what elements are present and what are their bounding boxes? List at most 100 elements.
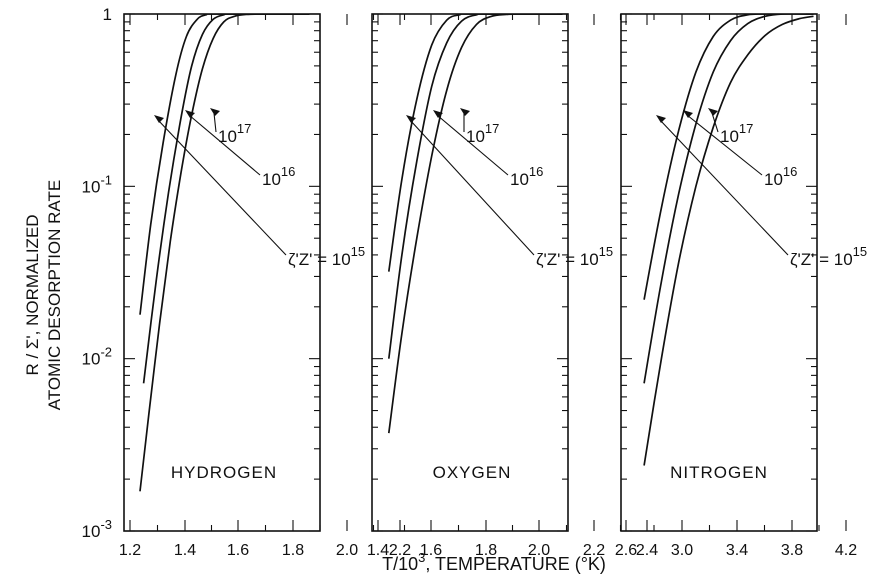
leader-line <box>188 114 261 176</box>
y-tick-label-base: 10 <box>82 350 101 369</box>
leader-line <box>686 114 763 176</box>
leader-line <box>711 112 719 133</box>
arrow-head <box>210 108 220 116</box>
series-label: ζ'Z' = 1015 <box>536 244 613 269</box>
arrow-head <box>406 115 416 123</box>
y-axis-label: R / Σ', NORMALIZED ATOMIC DESORPTION RAT… <box>23 180 64 410</box>
panel-nitrogen: 2.6 3.0 3.4 3.8 4.2ζ'Z' = 101510161017NITROG… <box>615 13 867 559</box>
series-line-15 <box>643 15 814 466</box>
series-line-15 <box>387 14 563 434</box>
panel-frame <box>620 13 818 532</box>
panel-frame <box>371 13 569 532</box>
x-axis-label-exponent: 3 <box>418 550 425 565</box>
series-label-base: ζ'Z' = 10 <box>536 250 599 269</box>
series-label: 1016 <box>764 164 797 189</box>
series-label-exponent: 17 <box>237 121 251 136</box>
leader-line <box>213 112 217 133</box>
series-label-base: 10 <box>764 170 783 189</box>
series-label-base: 10 <box>510 170 529 189</box>
leader-line <box>157 119 287 256</box>
series-line-16 <box>387 14 563 359</box>
arrow-head <box>708 108 718 116</box>
x-tick-label: 2.2 <box>583 542 605 559</box>
y-axis-label-line2: ATOMIC DESORPTION RATE <box>45 180 64 410</box>
series-label-base: 10 <box>218 127 237 146</box>
x-tick-label: 1.6 <box>420 542 442 559</box>
panel-label: OXYGEN <box>433 463 512 482</box>
series-label: 1016 <box>510 164 543 189</box>
series-label-exponent: 16 <box>281 164 295 179</box>
y-tick-label: 10-3 <box>82 517 112 541</box>
x-axis-label-prefix: T/10 <box>382 554 418 574</box>
x-tick-label: 2.6 <box>615 542 637 559</box>
series-label-exponent: 17 <box>739 121 753 136</box>
y-tick-label-base: 10 <box>82 177 101 196</box>
y-tick-label-text: 1 <box>103 5 112 24</box>
arrow-head <box>185 110 195 118</box>
series-label-exponent: 15 <box>351 244 365 259</box>
x-tick-label: 3.8 <box>781 542 803 559</box>
arrow-head <box>433 110 443 118</box>
series-label: ζ'Z' = 1015 <box>790 244 867 269</box>
series-label: 1016 <box>262 164 295 189</box>
x-tick-label: 1.8 <box>475 542 497 559</box>
x-tick-label: 2.2 <box>389 542 411 559</box>
series-label-exponent: 15 <box>599 244 613 259</box>
series-label-exponent: 15 <box>853 244 867 259</box>
series-line-17 <box>139 14 310 315</box>
series-label-base: ζ'Z' = 10 <box>288 250 351 269</box>
series-label-base: 10 <box>466 127 485 146</box>
x-tick-label: 2.0 <box>336 542 358 559</box>
arrow-head <box>683 110 693 118</box>
panel-oxygen: 1.4 1.6 1.8 2.0 2.2 2.4ζ'Z' = 101510161017OXY… <box>367 13 658 559</box>
y-tick-labels: 10-310-210-11 <box>82 5 112 541</box>
series-label: 1017 <box>466 121 499 146</box>
panel-hydrogen: 1.2 1.4 1.6 1.8 2.0 2.2ζ'Z' = 101510161017HYD… <box>119 13 411 559</box>
series-label-exponent: 16 <box>529 164 543 179</box>
x-tick-label: 4.2 <box>835 542 857 559</box>
series-line-17 <box>643 14 814 300</box>
series-line-16 <box>142 14 310 384</box>
series-label: 1017 <box>720 121 753 146</box>
series-label-exponent: 17 <box>485 121 499 136</box>
panel-label: NITROGEN <box>670 463 768 482</box>
panel-label: HYDROGEN <box>171 463 277 482</box>
series-line-16 <box>643 14 814 384</box>
series-label-exponent: 16 <box>783 164 797 179</box>
y-tick-label: 10-2 <box>82 345 112 369</box>
leader-line <box>436 114 509 176</box>
panel-frame <box>123 13 321 532</box>
arrow-head <box>656 115 666 123</box>
x-tick-label: 3.0 <box>671 542 693 559</box>
series-group <box>139 14 310 492</box>
arrow-head <box>154 115 164 123</box>
x-tick-label: 3.4 <box>726 542 748 559</box>
arrow-head <box>460 108 470 116</box>
panels: 1.2 1.4 1.6 1.8 2.0 2.2ζ'Z' = 101510161017HYD… <box>119 13 867 559</box>
x-axis-label: T/103, TEMPERATURE (°K) <box>382 550 606 574</box>
series-label-base: ζ'Z' = 10 <box>790 250 853 269</box>
x-tick-label: 1.4 <box>174 542 196 559</box>
series-line-17 <box>387 14 563 272</box>
y-tick-label-base: 10 <box>82 522 101 541</box>
series-label-base: 10 <box>262 170 281 189</box>
y-tick-label: 1 <box>103 5 112 24</box>
y-tick-label-exponent: -1 <box>100 172 112 187</box>
series-group <box>387 14 563 434</box>
series-group <box>643 14 814 466</box>
series-label-base: 10 <box>720 127 739 146</box>
y-tick-label: 10-1 <box>82 172 112 196</box>
x-tick-label: 1.4 <box>367 542 389 559</box>
x-tick-label: 1.2 <box>119 542 141 559</box>
x-tick-label: 2.0 <box>528 542 550 559</box>
x-tick-label: 1.8 <box>282 542 304 559</box>
leader-line <box>659 119 789 256</box>
series-label: 1017 <box>218 121 251 146</box>
x-tick-label: 2.4 <box>636 542 658 559</box>
y-tick-label-exponent: -3 <box>100 517 112 532</box>
series-label: ζ'Z' = 1015 <box>288 244 365 269</box>
x-tick-label: 1.6 <box>227 542 249 559</box>
x-axis-label-suffix: , TEMPERATURE (°K) <box>425 554 606 574</box>
y-axis-label-line1: R / Σ', NORMALIZED <box>23 214 42 375</box>
y-tick-label-exponent: -2 <box>100 345 112 360</box>
